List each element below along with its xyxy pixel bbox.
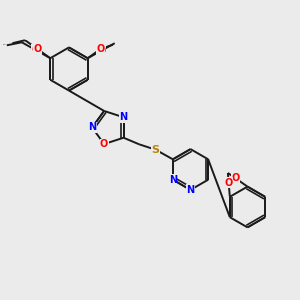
Text: O: O — [232, 173, 240, 183]
Text: N: N — [88, 122, 96, 133]
Text: O: O — [31, 45, 39, 55]
Text: N: N — [119, 112, 128, 122]
Text: N: N — [169, 175, 177, 185]
Text: O: O — [224, 178, 233, 188]
Text: O: O — [97, 46, 105, 56]
Text: S: S — [152, 145, 160, 155]
Text: ethyl: ethyl — [3, 44, 6, 45]
Text: O: O — [100, 139, 108, 149]
Text: N: N — [186, 185, 195, 195]
Text: O: O — [96, 44, 104, 54]
Text: O: O — [34, 44, 42, 54]
